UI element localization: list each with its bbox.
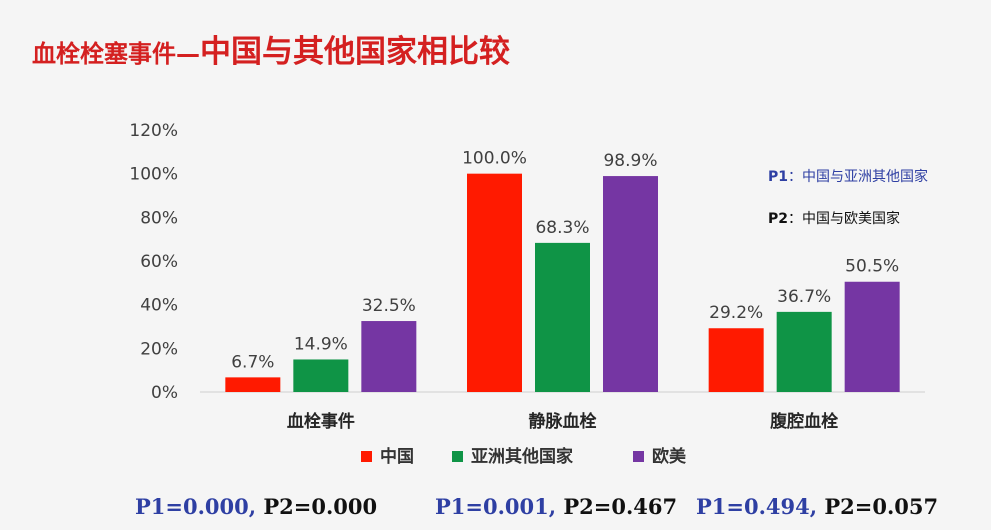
data-label: 6.7% (231, 352, 274, 372)
y-tick-label: 20% (140, 339, 178, 359)
slide-title: 血栓栓塞事件—中国与其他国家相比较 (32, 26, 510, 71)
bar (467, 173, 522, 392)
bar (844, 281, 900, 392)
bar (603, 176, 658, 392)
category-label: 血栓事件 (287, 411, 355, 432)
p2-value: P2=0.057 (824, 494, 939, 519)
p2-value: P2=0.467 (563, 494, 678, 519)
legend-swatch (452, 451, 463, 462)
bar (361, 321, 417, 392)
bar (225, 377, 281, 392)
slide-title-part1: 血栓栓塞事件— (32, 40, 200, 68)
category-label: 静脉血栓 (529, 411, 597, 432)
bar (776, 311, 832, 392)
data-label: 68.3% (535, 218, 589, 238)
p1-value: P1=0.494, (696, 494, 818, 519)
bar (293, 359, 349, 392)
data-label: 36.7% (777, 287, 831, 307)
data-label: 98.9% (603, 151, 657, 171)
pvalues-group-1: P1=0.000, P2=0.000 (135, 494, 377, 519)
bar (708, 328, 764, 392)
bar (535, 242, 590, 392)
y-tick-label: 40% (140, 296, 178, 316)
pvalues-group-2: P1=0.001, P2=0.467 (435, 494, 677, 519)
legend-label: 欧美 (652, 446, 687, 467)
data-label: 32.5% (362, 296, 416, 316)
p2-note: P2：中国与欧美国家 (768, 209, 958, 229)
p2-note-text: ：中国与欧美国家 (788, 211, 901, 227)
pvalues-group-3: P1=0.494, P2=0.057 (696, 494, 938, 519)
p2-note-label: P2 (768, 211, 789, 227)
y-tick-label: 0% (151, 383, 178, 403)
legend-label: 中国 (380, 446, 414, 467)
y-tick-label: 100% (129, 165, 178, 185)
y-tick-label: 80% (140, 208, 178, 228)
p1-note-label: P1 (768, 169, 789, 185)
y-tick-label: 120% (129, 121, 178, 141)
p2-value: P2=0.000 (263, 494, 378, 519)
data-label: 14.9% (294, 334, 348, 354)
legend-swatch (633, 451, 644, 462)
legend-label: 亚洲其他国家 (471, 446, 573, 467)
p1-value: P1=0.001, (435, 494, 557, 519)
p1-value: P1=0.000, (135, 494, 257, 519)
data-label: 29.2% (709, 303, 763, 323)
legend-swatch (361, 451, 372, 462)
p1-note: P1：中国与亚洲其他国家 (768, 167, 958, 187)
p1-note-text: ：中国与亚洲其他国家 (788, 169, 929, 185)
category-label: 腹腔血栓 (770, 411, 838, 432)
data-label: 100.0% (462, 149, 527, 169)
y-tick-label: 60% (140, 252, 178, 272)
data-label: 50.5% (845, 257, 899, 277)
slide-title-part2: 中国与其他国家相比较 (200, 34, 510, 70)
